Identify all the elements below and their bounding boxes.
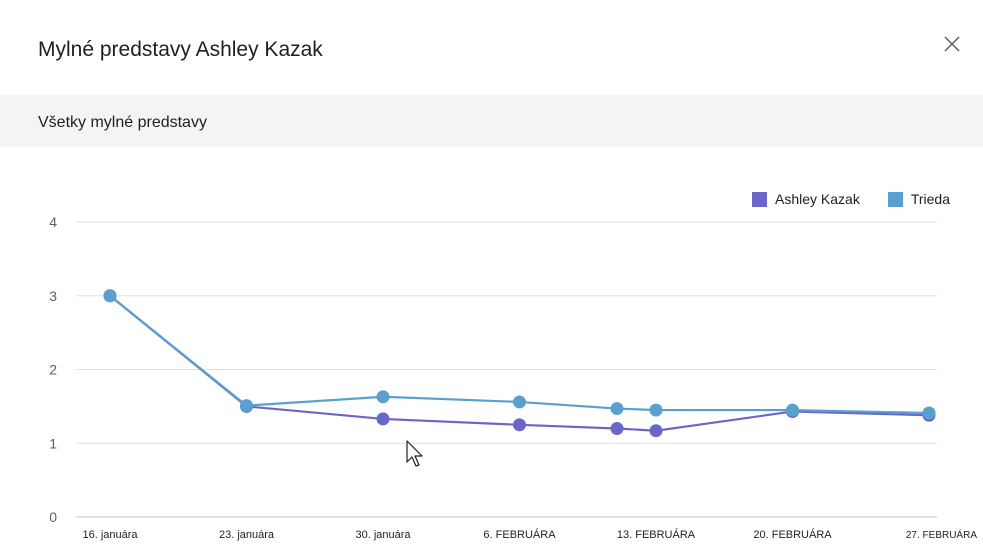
y-tick-label: 1: [49, 435, 57, 451]
data-point-class-5: [649, 403, 663, 417]
legend-item-student[interactable]: Ashley Kazak: [752, 191, 860, 207]
x-tick-label: 27. FEBRUÁRA: [906, 528, 977, 541]
data-point-class-2: [376, 390, 390, 404]
y-tick-label: 4: [49, 214, 57, 230]
data-point-class-0: [103, 289, 117, 303]
x-tick-label: 16. januára: [82, 529, 138, 541]
data-point-class-4: [610, 402, 624, 416]
data-point-student-5: [649, 424, 663, 438]
section-header: Všetky mylné predstavy: [0, 95, 983, 147]
data-point-student-2: [376, 412, 390, 426]
y-tick-label: 3: [49, 288, 57, 304]
x-tick-label: 23. januára: [219, 529, 275, 541]
data-point-student-3: [513, 418, 526, 432]
y-tick-label: 2: [49, 362, 57, 378]
dialog-title: Mylné predstavy Ashley Kazak: [38, 38, 323, 61]
x-tick-label: 20. FEBRUÁRA: [753, 528, 832, 541]
x-tick-label: 30. januára: [355, 529, 411, 541]
x-tick-label: 6. FEBRUÁRA: [483, 528, 556, 541]
legend-label-class: Trieda: [910, 191, 950, 207]
close-icon: [944, 36, 960, 52]
mouse-cursor-icon: [406, 440, 423, 467]
legend-swatch-class: [887, 191, 903, 207]
series-line-1: [109, 294, 930, 415]
legend-label-student: Ashley Kazak: [775, 191, 860, 207]
chart-legend: Ashley Kazak Trieda: [752, 191, 950, 207]
section-label: Všetky mylné predstavy: [38, 114, 207, 131]
y-tick-label: 0: [49, 509, 57, 525]
legend-item-class[interactable]: Trieda: [887, 191, 950, 207]
data-point-class-7: [922, 406, 936, 420]
x-tick-label: 13. FEBRUÁRA: [617, 528, 696, 541]
series-line-0: [109, 294, 930, 432]
data-point-class-6: [786, 403, 799, 417]
close-button[interactable]: [938, 30, 966, 58]
data-point-student-4: [610, 422, 624, 435]
data-point-class-3: [513, 395, 526, 409]
data-point-class-1: [240, 399, 253, 413]
legend-swatch-student: [752, 191, 767, 207]
